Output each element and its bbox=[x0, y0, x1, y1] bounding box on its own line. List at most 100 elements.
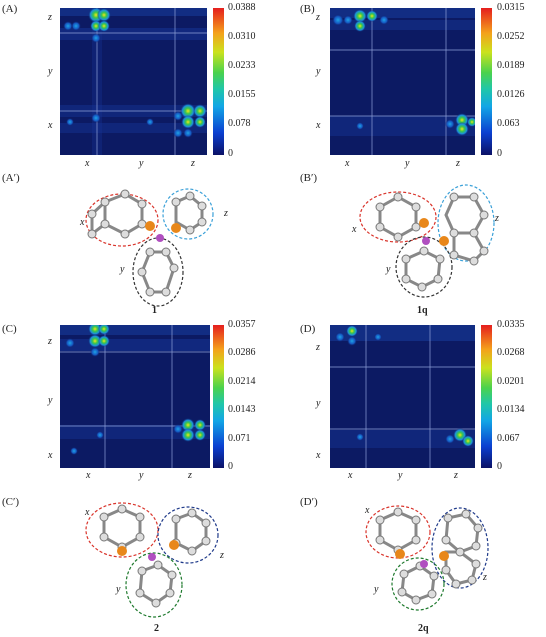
metal-atom bbox=[439, 551, 449, 561]
axis-label-x-bottom: x bbox=[345, 158, 350, 169]
colorbar-tick: 0.063 bbox=[497, 118, 520, 129]
axis-label-x-bottom: x bbox=[85, 158, 90, 169]
axis-label-x-left: x bbox=[316, 120, 321, 131]
ring-label-z: z bbox=[220, 550, 224, 561]
ring-label-z: z bbox=[483, 572, 487, 583]
axis-label-y-left: y bbox=[48, 66, 53, 77]
colorbar-tick: 0.0388 bbox=[228, 2, 256, 13]
axis-label-z-bottom: z bbox=[454, 470, 458, 481]
heatmap-B-image bbox=[330, 8, 475, 155]
panel-label-B: (B) bbox=[300, 3, 315, 15]
ring-z-outline bbox=[437, 184, 495, 262]
colorbar-tick: 0.0233 bbox=[228, 60, 256, 71]
ring-y-outline bbox=[132, 237, 184, 307]
colorbar-tick: 0.0126 bbox=[497, 89, 525, 100]
colorbar-C bbox=[213, 325, 224, 468]
compound-label-text: 1q bbox=[417, 305, 428, 316]
ring-y-outline bbox=[391, 557, 445, 611]
axis-label-x-left: x bbox=[48, 120, 53, 131]
compound-label: 1q bbox=[417, 305, 428, 316]
colorbar-tick: 0.078 bbox=[228, 118, 251, 129]
ring-z-outline bbox=[162, 188, 214, 240]
axis-label-x-bottom: x bbox=[86, 470, 91, 481]
colorbar-tick: 0 bbox=[497, 148, 502, 159]
panel-label-A-prime: (A′) bbox=[2, 172, 20, 184]
axis-label-y-bottom: y bbox=[139, 158, 144, 169]
molecule-structure-2 bbox=[85, 502, 219, 618]
ring-label-z: z bbox=[224, 208, 228, 219]
ring-label-y: y bbox=[116, 584, 121, 595]
colorbar-B bbox=[481, 8, 492, 155]
axis-label-z-left: z bbox=[316, 342, 320, 353]
heatmap-B bbox=[330, 8, 475, 155]
heatmap-C bbox=[60, 325, 210, 468]
axis-label-y-left: y bbox=[316, 66, 321, 77]
colorbar-tick: 0.0201 bbox=[497, 376, 525, 387]
metal-atom bbox=[169, 540, 179, 550]
colorbar-tick: 0.0189 bbox=[497, 60, 525, 71]
panel-label-C: (C) bbox=[2, 323, 17, 335]
axis-label-y-bottom: y bbox=[139, 470, 144, 481]
center-atom bbox=[148, 553, 156, 561]
colorbar-tick: 0.0286 bbox=[228, 347, 256, 358]
metal-atom bbox=[145, 221, 155, 231]
colorbar-tick: 0.071 bbox=[228, 433, 251, 444]
axis-label-z-left: z bbox=[48, 336, 52, 347]
compound-label-text: 2q bbox=[418, 623, 429, 634]
colorbar-tick: 0 bbox=[497, 461, 502, 472]
metal-atom bbox=[419, 218, 429, 228]
molecule-structure-2q bbox=[365, 505, 489, 611]
ring-label-y: y bbox=[386, 264, 391, 275]
colorbar-tick: 0.0268 bbox=[497, 347, 525, 358]
molecule-structure-1q bbox=[359, 184, 495, 298]
ring-label-z: z bbox=[495, 213, 499, 224]
axis-label-y-bottom: y bbox=[398, 470, 403, 481]
colorbar-tick: 0.0155 bbox=[228, 89, 256, 100]
axis-label-z-bottom: z bbox=[456, 158, 460, 169]
panel-label-B-prime: (B′) bbox=[300, 172, 318, 184]
colorbar-tick: 0.0214 bbox=[228, 376, 256, 387]
heatmap-D-image bbox=[330, 325, 475, 468]
colorbar-tick: 0.0143 bbox=[228, 404, 256, 415]
colorbar-tick: 0.0315 bbox=[497, 2, 525, 13]
center-atom bbox=[156, 234, 164, 242]
axis-label-z-bottom: z bbox=[188, 470, 192, 481]
heatmap-C-image bbox=[60, 325, 210, 468]
center-atom bbox=[420, 560, 428, 568]
metal-atom bbox=[395, 549, 405, 559]
metal-atom bbox=[171, 223, 181, 233]
axis-label-x-left: x bbox=[48, 450, 53, 461]
center-atom bbox=[422, 237, 430, 245]
ring-z-outline bbox=[431, 507, 489, 589]
axis-label-y-left: y bbox=[48, 395, 53, 406]
metal-atom bbox=[439, 236, 449, 246]
ring-z-outline bbox=[157, 506, 219, 564]
colorbar-tick: 0.0357 bbox=[228, 319, 256, 330]
compound-label: 2q bbox=[418, 623, 429, 634]
heatmap-A bbox=[60, 8, 207, 155]
colorbar-tick: 0.067 bbox=[497, 433, 520, 444]
colorbar-tick: 0.0310 bbox=[228, 31, 256, 42]
ring-x-outline bbox=[359, 191, 437, 243]
panel-label-D: (D) bbox=[300, 323, 316, 335]
ring-y-outline bbox=[125, 552, 183, 618]
heatmap-A-image bbox=[60, 8, 207, 155]
colorbar-tick: 0 bbox=[228, 461, 233, 472]
axis-label-z-bottom: z bbox=[191, 158, 195, 169]
ring-label-x: x bbox=[365, 505, 370, 516]
metal-atom bbox=[117, 546, 127, 556]
ring-label-x: x bbox=[85, 507, 90, 518]
ring-label-y: y bbox=[120, 264, 125, 275]
colorbar-tick: 0.0134 bbox=[497, 404, 525, 415]
axis-label-z-left: z bbox=[48, 12, 52, 23]
axis-label-y-bottom: y bbox=[405, 158, 410, 169]
ring-label-x: x bbox=[352, 224, 357, 235]
ring-x-outline bbox=[85, 193, 159, 247]
ring-label-y: y bbox=[374, 584, 379, 595]
axis-label-x-bottom: x bbox=[348, 470, 353, 481]
colorbar-A bbox=[213, 8, 224, 155]
panel-label-D-prime: (D′) bbox=[300, 496, 318, 508]
compound-label: 2 bbox=[154, 623, 159, 634]
heatmap-D bbox=[330, 325, 475, 468]
colorbar-D bbox=[481, 325, 492, 468]
